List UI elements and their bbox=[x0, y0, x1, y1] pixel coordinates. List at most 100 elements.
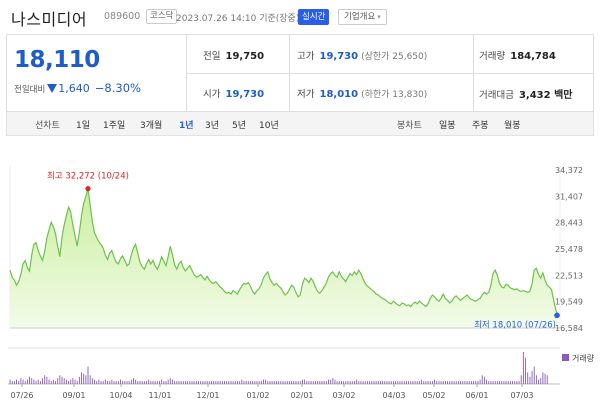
volume-bar bbox=[24, 381, 26, 384]
volume-bar bbox=[159, 381, 160, 384]
period-tab-5y[interactable]: 5년 bbox=[232, 121, 247, 131]
volume-bar bbox=[306, 381, 308, 384]
volume-bar bbox=[137, 381, 139, 384]
price-line bbox=[9, 188, 559, 316]
period-tab-10y[interactable]: 10년 bbox=[259, 121, 279, 131]
y-tick-label: 25,478 bbox=[555, 245, 583, 254]
volume-bar bbox=[282, 381, 284, 384]
volume-bar bbox=[224, 381, 225, 384]
volume-bar bbox=[330, 379, 332, 384]
volume-bar bbox=[273, 381, 275, 384]
volume-bar bbox=[9, 379, 11, 384]
volume-bar bbox=[477, 381, 479, 384]
volume-bar bbox=[379, 381, 381, 384]
volume-bar bbox=[304, 379, 306, 384]
volume-bar bbox=[438, 381, 440, 384]
market-badge: 코스닥 bbox=[146, 9, 178, 24]
volume-bar bbox=[405, 381, 407, 384]
volume-bar bbox=[172, 379, 173, 384]
volume-bar bbox=[317, 381, 319, 384]
period-tab-3m[interactable]: 3개월 bbox=[140, 121, 163, 131]
volume-bar bbox=[516, 381, 518, 384]
volume-bar bbox=[72, 378, 74, 384]
volume-bar bbox=[37, 379, 39, 384]
volume-bar bbox=[271, 381, 273, 384]
volume-bar bbox=[408, 381, 410, 384]
amount-value: 3,432 백만 bbox=[518, 90, 573, 101]
volume-bar bbox=[546, 375, 548, 384]
stock-name: 나스미디어 bbox=[11, 10, 88, 29]
volume-bar bbox=[176, 381, 178, 384]
volume-bar bbox=[11, 381, 13, 384]
high-marker bbox=[85, 186, 91, 192]
volume-bar bbox=[258, 381, 260, 384]
volume-bar bbox=[488, 381, 490, 384]
volume-bar bbox=[340, 381, 342, 384]
volume-bar bbox=[130, 379, 132, 384]
x-tick-label: 02/01 bbox=[290, 391, 313, 400]
volume-bar bbox=[338, 381, 340, 384]
volume-bar bbox=[334, 379, 336, 384]
volume-bar bbox=[122, 381, 124, 384]
volume-bar bbox=[356, 379, 358, 384]
x-tick-label: 09/01 bbox=[62, 391, 85, 400]
volume-bar bbox=[29, 376, 30, 384]
volume-bar bbox=[57, 378, 59, 384]
price-chart: 34,372 31,407 28,443 25,478 22,513 19,549 16,5… bbox=[8, 166, 595, 400]
volume-bar bbox=[382, 381, 384, 384]
volume-bar bbox=[187, 381, 189, 384]
volume-bar bbox=[206, 381, 208, 384]
y-tick-label: 22,513 bbox=[555, 271, 583, 280]
volume-bar bbox=[126, 381, 128, 384]
volume-bar bbox=[297, 381, 299, 384]
volume-bar bbox=[200, 381, 202, 384]
volume-bar bbox=[295, 381, 297, 384]
volume-bar bbox=[507, 381, 509, 384]
chart-period-bar: 선차트 1일 1주일 3개월 1년 3년 5년 10년 봉차트 일봉 주봉 월봉 bbox=[6, 112, 594, 136]
period-tab-3y[interactable]: 3년 bbox=[205, 121, 220, 131]
volume-bar bbox=[503, 381, 505, 384]
volume-bar bbox=[447, 381, 449, 384]
volume-bar bbox=[531, 370, 533, 384]
period-tab-1w[interactable]: 1주일 bbox=[103, 121, 126, 131]
period-tab-1y[interactable]: 1년 bbox=[179, 121, 194, 131]
volume-bar bbox=[444, 381, 446, 384]
high-label: 고가 bbox=[297, 51, 315, 62]
volume-bar bbox=[375, 381, 377, 384]
volume-bar bbox=[440, 381, 442, 384]
x-tick-label: 07/26 bbox=[10, 391, 33, 400]
volume-bar bbox=[494, 381, 496, 384]
volume-bar bbox=[85, 375, 87, 384]
volume-bar bbox=[59, 375, 61, 384]
volume-bar bbox=[280, 381, 282, 384]
volume-bar bbox=[377, 381, 379, 384]
volume-bar bbox=[325, 381, 327, 384]
volume-bar bbox=[364, 381, 366, 384]
volume-bar bbox=[163, 381, 165, 384]
candle-tab-daily[interactable]: 일봉 bbox=[439, 121, 456, 131]
candle-tab-weekly[interactable]: 주봉 bbox=[472, 121, 489, 131]
current-price-box: 18,110 전일대비 1,640 −8.30% bbox=[7, 35, 187, 111]
candle-tab-monthly[interactable]: 월봉 bbox=[504, 121, 521, 131]
volume-label: 거래량 bbox=[479, 51, 506, 62]
x-tick-label: 07/03 bbox=[510, 391, 533, 400]
y-tick-label: 28,443 bbox=[555, 219, 583, 228]
volume-bar bbox=[321, 381, 323, 384]
realtime-button[interactable]: 실시간 bbox=[298, 9, 330, 25]
trade-amount: 거래대금 3,432 백만 bbox=[479, 86, 572, 101]
volume-bar bbox=[308, 381, 310, 384]
period-tab-1d[interactable]: 1일 bbox=[76, 121, 91, 131]
low-label: 저가 bbox=[297, 89, 315, 100]
volume-bar bbox=[414, 381, 416, 384]
volume-bar bbox=[87, 366, 89, 384]
volume-bar bbox=[215, 381, 217, 384]
stock-code: 089600 bbox=[104, 11, 141, 22]
x-tick-label: 05/02 bbox=[422, 391, 445, 400]
volume-bar bbox=[74, 379, 76, 384]
volume-bar bbox=[96, 381, 98, 384]
company-info-dropdown[interactable]: 기업개요 ▾ bbox=[338, 9, 387, 25]
volume-bar bbox=[117, 381, 119, 384]
volume-bar bbox=[81, 372, 82, 384]
y-tick-label: 16,584 bbox=[555, 324, 583, 333]
volume-legend-label: 거래량 bbox=[572, 353, 595, 363]
